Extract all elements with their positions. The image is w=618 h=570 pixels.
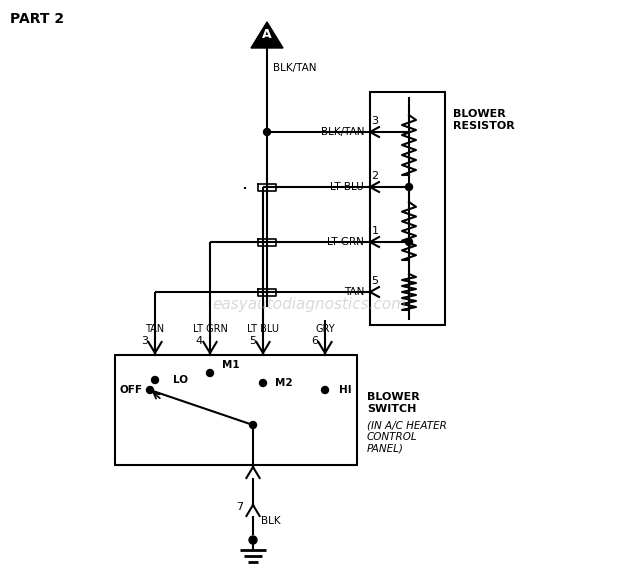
Text: 6: 6: [311, 336, 318, 346]
Text: BLK: BLK: [261, 516, 281, 526]
Circle shape: [405, 238, 412, 246]
Text: LT GRN: LT GRN: [193, 324, 227, 334]
Text: LT BLU: LT BLU: [330, 182, 364, 192]
Text: BLOWER
RESISTOR: BLOWER RESISTOR: [453, 109, 515, 131]
Text: TAN: TAN: [344, 287, 364, 297]
Text: 3: 3: [371, 116, 378, 126]
Bar: [370, 92, 445, 325]
Text: TAN: TAN: [145, 324, 164, 334]
Circle shape: [405, 184, 412, 190]
Circle shape: [151, 377, 158, 384]
Circle shape: [321, 386, 329, 393]
Circle shape: [250, 421, 256, 429]
Text: LT GRN: LT GRN: [327, 237, 364, 247]
Text: 3: 3: [141, 336, 148, 346]
Circle shape: [146, 386, 153, 393]
Text: 5: 5: [371, 276, 378, 286]
Text: GRY: GRY: [315, 324, 335, 334]
Text: M1: M1: [222, 360, 240, 370]
Text: BLK/TAN: BLK/TAN: [321, 127, 364, 137]
Circle shape: [249, 536, 257, 544]
Text: LO: LO: [173, 375, 188, 385]
Text: A: A: [262, 28, 272, 42]
Text: LT BLU: LT BLU: [247, 324, 279, 334]
Polygon shape: [251, 22, 283, 48]
Circle shape: [263, 128, 271, 136]
Text: PART 2: PART 2: [10, 12, 64, 26]
Bar: [115, 355, 357, 465]
Text: 5: 5: [249, 336, 256, 346]
Text: HI: HI: [339, 385, 352, 395]
Text: 1: 1: [371, 226, 378, 236]
Text: 7: 7: [236, 502, 243, 512]
Text: 4: 4: [196, 336, 203, 346]
Circle shape: [260, 380, 266, 386]
Text: 2: 2: [371, 171, 379, 181]
Text: easyautodiagnostics.com: easyautodiagnostics.com: [212, 298, 406, 312]
Text: (IN A/C HEATER
CONTROL
PANEL): (IN A/C HEATER CONTROL PANEL): [367, 420, 447, 453]
Text: BLOWER
SWITCH: BLOWER SWITCH: [367, 392, 420, 414]
Text: OFF: OFF: [119, 385, 142, 395]
Text: BLK/TAN: BLK/TAN: [273, 63, 316, 73]
Text: M2: M2: [275, 378, 293, 388]
Circle shape: [206, 369, 213, 377]
